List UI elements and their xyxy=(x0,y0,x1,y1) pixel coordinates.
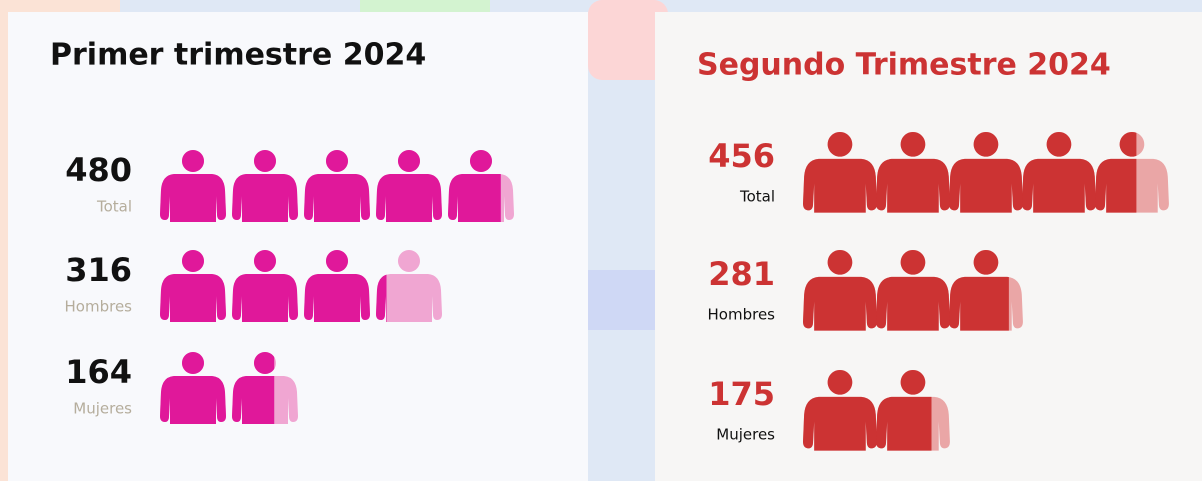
value-label: 456 xyxy=(708,137,775,175)
value-label: 164 xyxy=(65,353,132,391)
pictogram-row xyxy=(803,250,1023,331)
value-label: 480 xyxy=(65,151,132,189)
background-shape xyxy=(588,270,658,330)
background-shape xyxy=(588,0,668,80)
panel-content: Primer trimestre 2024 480 Total 316 Hombres… xyxy=(50,38,514,424)
value-label: 316 xyxy=(65,251,132,289)
category-label: Mujeres xyxy=(73,400,132,418)
value-label: 281 xyxy=(708,255,775,293)
panel-title: Segundo Trimestre 2024 xyxy=(697,48,1111,83)
panel-title: Primer trimestre 2024 xyxy=(50,38,426,73)
category-label: Mujeres xyxy=(716,426,775,444)
icons-filled xyxy=(803,250,1009,331)
category-label: Total xyxy=(739,188,775,206)
panel xyxy=(8,12,588,481)
category-label: Hombres xyxy=(708,306,776,324)
value-label: 175 xyxy=(708,375,775,413)
category-label: Hombres xyxy=(65,298,133,316)
category-label: Total xyxy=(96,198,132,216)
panel-content: Segundo Trimestre 2024 456 Total 281 Hombre… xyxy=(697,48,1169,451)
